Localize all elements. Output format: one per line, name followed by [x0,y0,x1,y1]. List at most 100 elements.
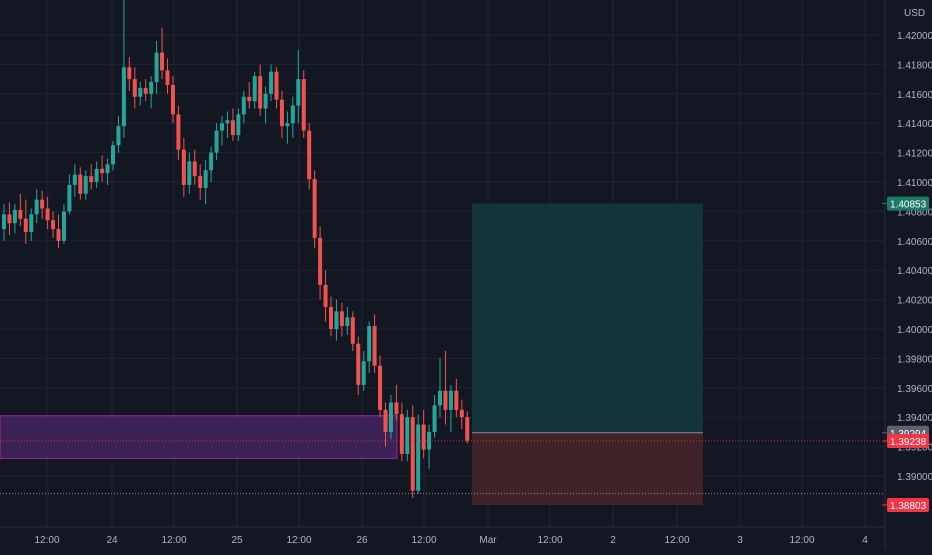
candle-body [198,176,203,188]
y-tick-label: 1.40400 [897,266,932,277]
x-tick-label: 24 [106,535,118,546]
candle-body [372,326,377,366]
target-price-badge: 1.40853 [890,200,927,211]
candle-body [56,229,61,241]
time-axis[interactable]: 12:00 24 12:00 25 12:00 26 12:00 Mar 12:00 2 12:00… [34,535,868,546]
x-tick-label: 12:00 [286,535,311,546]
candle-body [296,79,301,106]
candle-body [160,52,165,71]
x-tick-label: 12:00 [34,535,59,546]
x-tick-label: 25 [231,535,243,546]
y-tick-label: 1.42000 [897,31,932,42]
candle-body [29,214,34,232]
y-tick-label: 1.40800 [897,207,932,218]
candle-body [34,199,39,215]
candle-body [388,402,393,432]
candle-body [285,123,290,127]
candle-body [263,93,268,109]
position-profit-area[interactable] [472,203,703,433]
x-tick-label: 3 [737,535,743,546]
candle-body [454,390,459,410]
candle-body [438,390,442,406]
candle-body [225,120,230,124]
candle-body [318,237,323,285]
candle-body [290,105,295,124]
candle-body [269,71,274,94]
x-tick-label: 12:00 [411,535,436,546]
candle-body [18,209,23,219]
x-tick-label: 12:00 [537,535,562,546]
y-tick-label: 1.40600 [897,237,932,248]
candle-body [187,161,192,185]
y-tick-label: 1.39600 [897,384,932,395]
candle-body [116,126,121,146]
current-price-badge-bg [887,434,929,449]
candle-body [61,211,66,241]
candle-body [443,390,448,410]
candle-body [334,311,339,329]
candle-body [383,409,388,432]
demand-zone[interactable] [0,415,398,459]
candle-body [7,214,12,224]
candle-body [51,220,56,230]
stop-price-badge: 1.38803 [890,501,927,512]
candle-body [236,114,241,135]
current-price-badge: 1.39238 [890,437,927,448]
candle-body [339,311,344,327]
candle-body [350,317,355,344]
y-tick-label: 1.39800 [897,354,932,365]
zones [0,203,703,505]
candle-body [192,161,197,177]
y-tick-label: 1.39400 [897,413,932,424]
candle-body [23,218,28,232]
candle-body [214,130,219,153]
candle-body [367,326,372,362]
candle-body [100,168,105,174]
position-loss-area[interactable] [472,432,703,505]
candle-body [154,52,159,83]
candle-body [279,99,284,127]
y-tick-label: 1.40000 [897,325,932,336]
candle-body [416,424,421,491]
candle-body [274,71,279,100]
x-tick-label: 2 [610,535,616,546]
candle-body [165,70,170,85]
candle-body [465,417,470,441]
y-tick-label: 1.41800 [897,60,932,71]
candle-body [67,184,72,212]
candle-body [78,174,83,194]
candle-body [40,199,45,209]
price-axis[interactable]: 1.42000 1.41800 1.41600 1.41400 1.41200 1.410… [897,31,932,483]
candle-body [230,120,235,135]
candle-body [241,96,246,115]
candle-body [45,208,50,221]
y-tick-label: 1.41400 [897,119,932,130]
candle-body [209,152,214,171]
candle-body [105,164,110,174]
candle-body [459,409,464,418]
y-tick-label: 1.39200 [897,443,932,454]
candle-body [72,174,77,185]
candle-body [176,114,181,150]
candle-body [329,306,333,329]
candle-body [203,170,208,188]
candle-body [132,79,137,97]
candle-body [307,130,312,180]
candle-body [89,176,94,182]
candle-body [220,123,224,131]
x-tick-label: 12:00 [789,535,814,546]
y-tick-label: 1.41600 [897,90,932,101]
candles [2,0,470,499]
candle-body [247,96,252,102]
currency-label: USD [904,8,925,19]
y-tick-label: 1.40200 [897,296,932,307]
x-tick-label: 12:00 [161,535,186,546]
candle-body [170,84,175,115]
candle-body [121,67,126,127]
candle-body [356,343,361,385]
candle-body [312,179,317,238]
candle-body [394,402,399,415]
